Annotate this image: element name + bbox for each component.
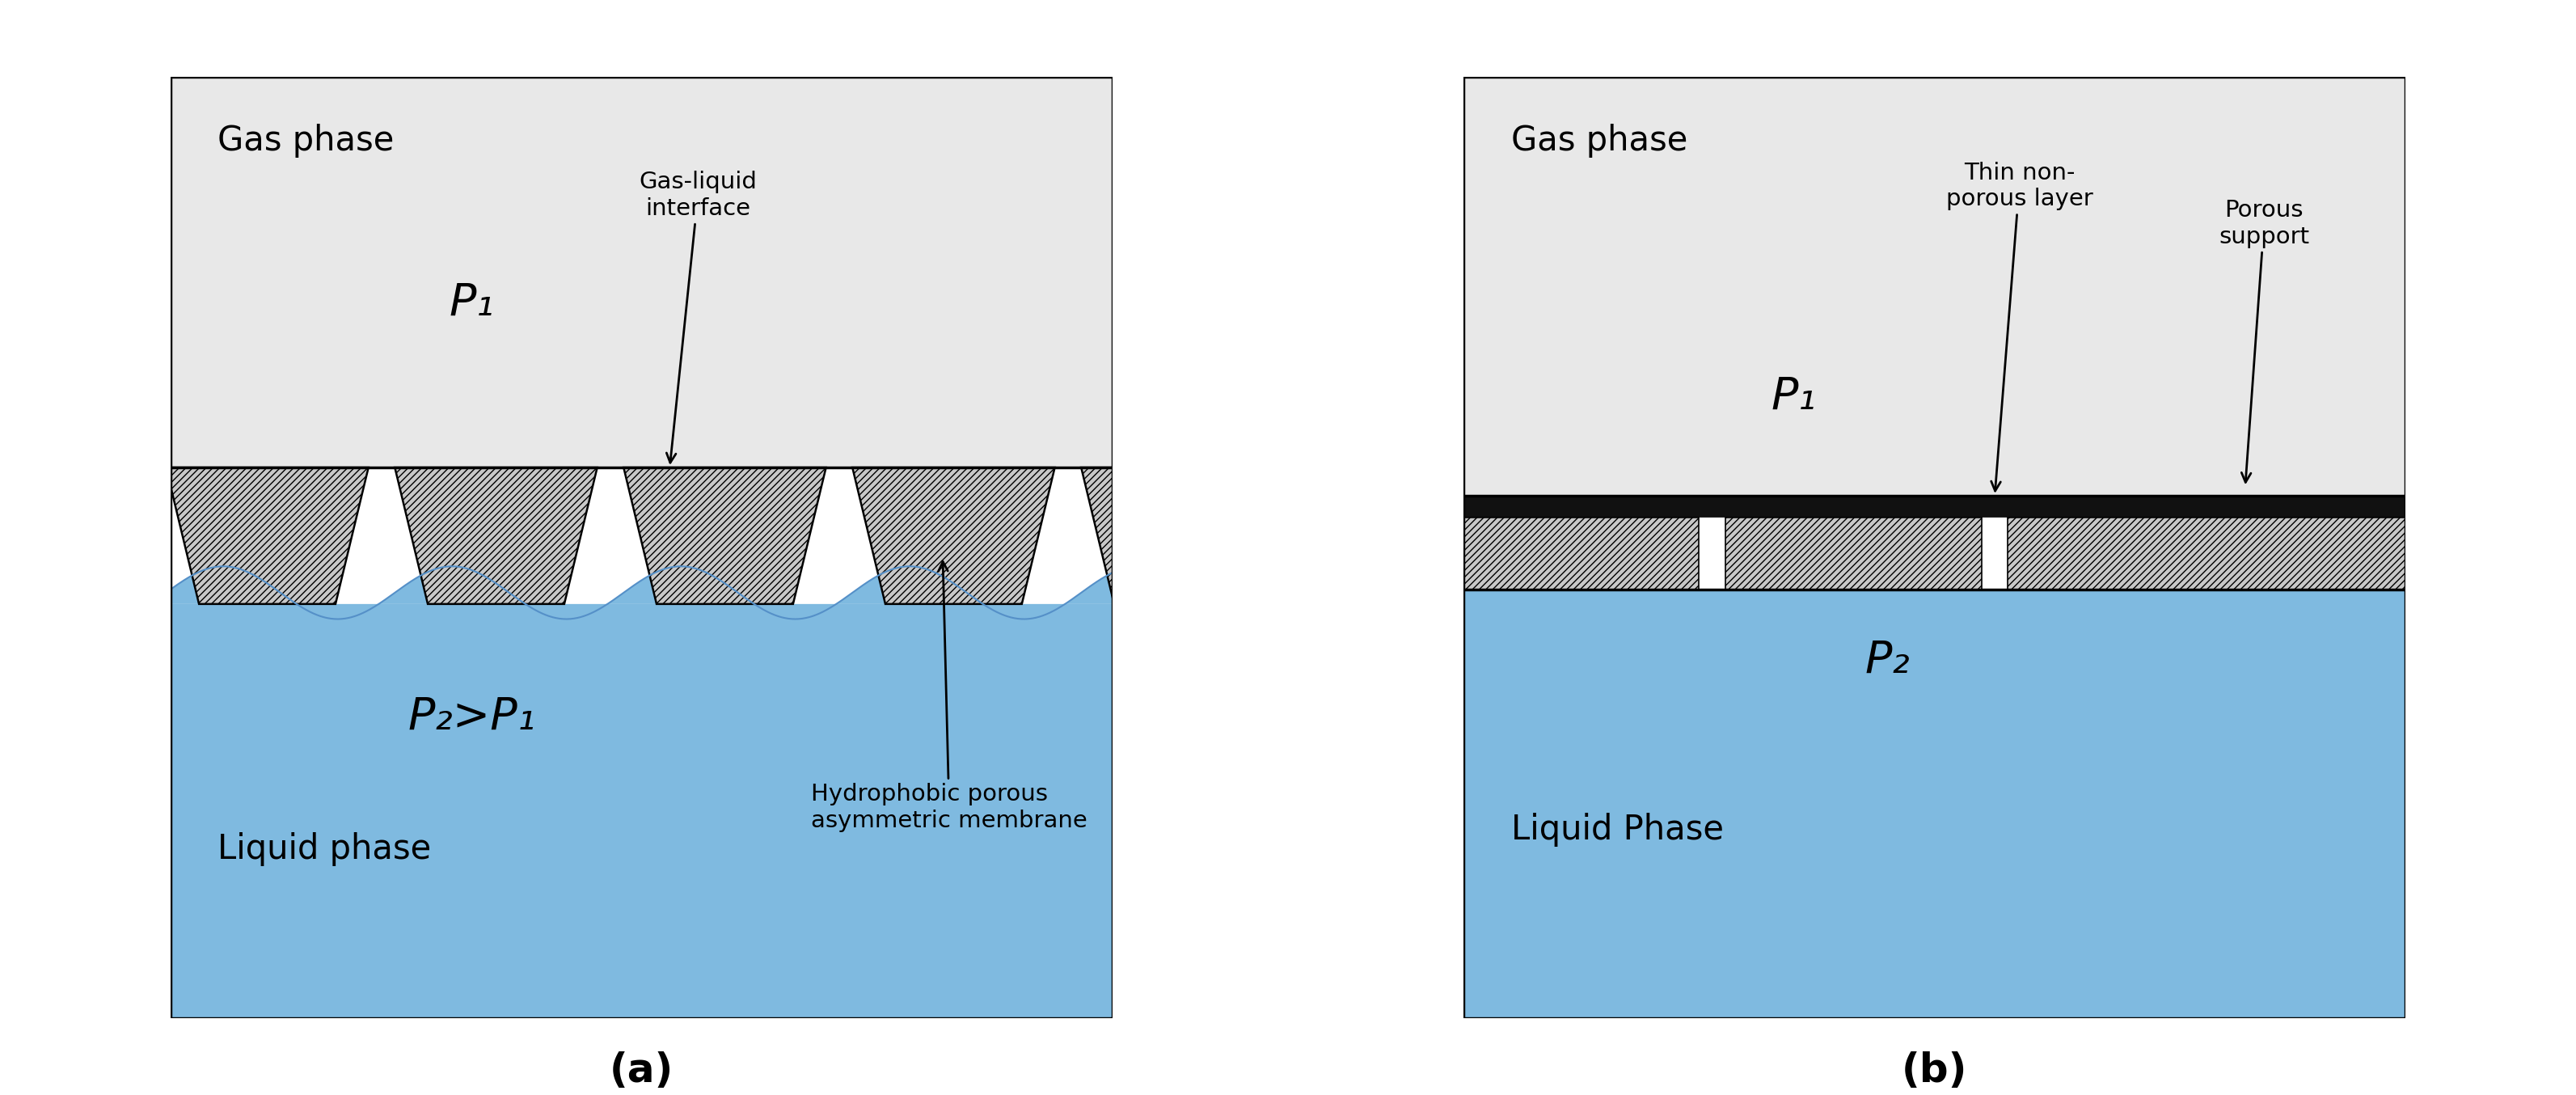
Bar bbox=[1463, 77, 2406, 496]
Text: P₂>P₁: P₂>P₁ bbox=[407, 695, 536, 738]
Text: Liquid phase: Liquid phase bbox=[219, 832, 430, 866]
Bar bbox=[1463, 517, 2406, 590]
Bar bbox=[1981, 517, 2007, 590]
Polygon shape bbox=[853, 468, 1054, 604]
Text: Hydrophobic porous
asymmetric membrane: Hydrophobic porous asymmetric membrane bbox=[811, 562, 1087, 832]
Polygon shape bbox=[165, 468, 368, 604]
Text: P₁: P₁ bbox=[448, 281, 495, 324]
Text: P₁: P₁ bbox=[1770, 376, 1816, 418]
Text: (b): (b) bbox=[1901, 1051, 1968, 1091]
Bar bbox=[1700, 517, 1726, 590]
Bar bbox=[170, 77, 1113, 468]
Text: P₂: P₂ bbox=[1865, 639, 1909, 682]
Text: Liquid Phase: Liquid Phase bbox=[1512, 812, 1723, 848]
Polygon shape bbox=[623, 468, 827, 604]
Bar bbox=[170, 468, 1113, 604]
Text: Porous
support: Porous support bbox=[2218, 199, 2308, 482]
Bar bbox=[1463, 590, 2406, 1018]
Text: Gas phase: Gas phase bbox=[219, 124, 394, 158]
Bar bbox=[170, 604, 1113, 1018]
Text: (a): (a) bbox=[611, 1051, 672, 1091]
Text: Gas-liquid
interface: Gas-liquid interface bbox=[639, 171, 757, 463]
Bar bbox=[1463, 496, 2406, 517]
Text: Gas phase: Gas phase bbox=[1512, 124, 1687, 158]
Polygon shape bbox=[1082, 468, 1283, 604]
Polygon shape bbox=[394, 468, 598, 604]
Text: Thin non-
porous layer: Thin non- porous layer bbox=[1945, 161, 2092, 491]
